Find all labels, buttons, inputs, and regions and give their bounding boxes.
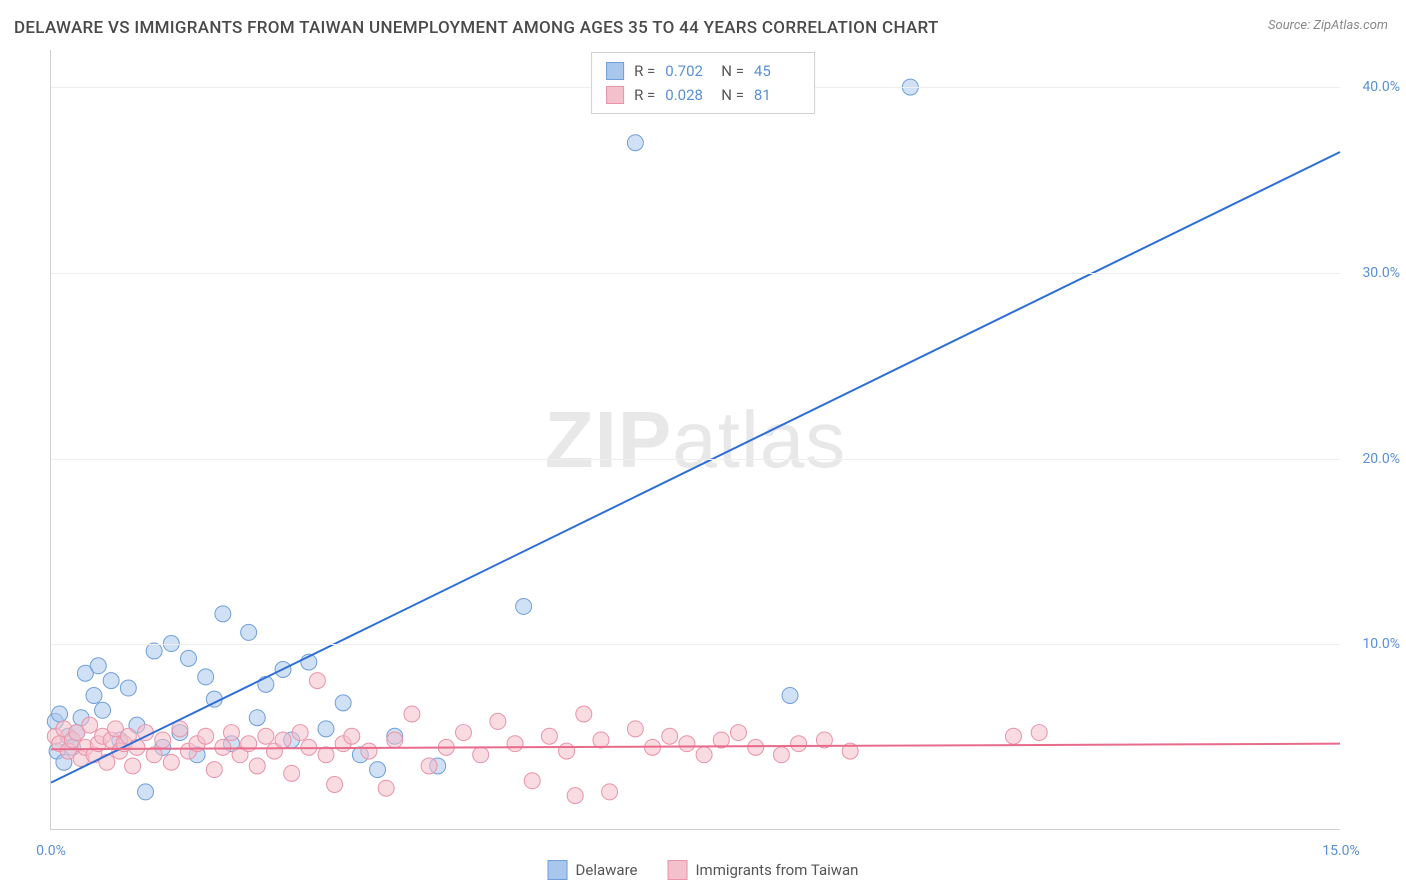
data-point: [567, 788, 583, 804]
data-point: [206, 762, 222, 778]
data-point: [52, 706, 68, 722]
data-point: [198, 669, 214, 685]
data-point: [258, 728, 274, 744]
data-point: [378, 780, 394, 796]
data-point: [198, 728, 214, 744]
data-point: [146, 643, 162, 659]
data-point: [730, 725, 746, 741]
data-point: [335, 695, 351, 711]
data-point: [1031, 725, 1047, 741]
data-point: [292, 725, 308, 741]
n-value: 81: [754, 83, 800, 107]
legend-label: Immigrants from Taiwan: [695, 861, 858, 879]
data-point: [125, 758, 141, 774]
r-value: 0.702: [665, 59, 711, 83]
data-point: [773, 747, 789, 763]
data-point: [748, 739, 764, 755]
data-point: [249, 710, 265, 726]
data-point: [275, 732, 291, 748]
data-point: [309, 673, 325, 689]
n-value: 45: [754, 59, 800, 83]
chart-title: DELAWARE VS IMMIGRANTS FROM TAIWAN UNEMP…: [14, 18, 939, 38]
data-point: [90, 658, 106, 674]
n-label: N =: [721, 59, 744, 83]
trend-line: [51, 152, 1340, 783]
data-point: [455, 725, 471, 741]
data-point: [99, 754, 115, 770]
data-point: [791, 736, 807, 752]
data-point: [541, 728, 557, 744]
data-point: [370, 762, 386, 778]
data-point: [215, 606, 231, 622]
data-point: [318, 721, 334, 737]
plot-area: ZIPatlas 10.0%20.0%30.0%40.0%0.0%15.0%: [50, 50, 1340, 830]
gridline: [51, 273, 1340, 274]
legend-label: Delaware: [576, 861, 638, 879]
data-point: [215, 739, 231, 755]
data-point: [284, 765, 300, 781]
source-attribution: Source: ZipAtlas.com: [1268, 18, 1388, 33]
data-point: [138, 784, 154, 800]
data-point: [86, 687, 102, 703]
data-point: [120, 680, 136, 696]
data-point: [155, 732, 171, 748]
stats-swatch: [606, 86, 624, 104]
data-point: [421, 758, 437, 774]
data-point: [404, 706, 420, 722]
data-point: [82, 717, 98, 733]
data-point: [524, 773, 540, 789]
data-point: [241, 624, 257, 640]
data-point: [662, 728, 678, 744]
r-value: 0.028: [665, 83, 711, 107]
data-point: [223, 725, 239, 741]
data-point: [103, 673, 119, 689]
y-tick-label: 20.0%: [1362, 451, 1400, 467]
data-point: [593, 732, 609, 748]
r-label: R =: [634, 59, 655, 83]
data-point: [180, 650, 196, 666]
data-point: [361, 743, 377, 759]
x-tick-label: 0.0%: [36, 843, 66, 859]
scatter-svg: [51, 50, 1340, 829]
data-point: [507, 736, 523, 752]
gridline: [51, 459, 1340, 460]
legend-swatch: [548, 860, 568, 880]
data-point: [473, 747, 489, 763]
data-point: [490, 713, 506, 729]
stats-swatch: [606, 62, 624, 80]
data-point: [327, 776, 343, 792]
legend-item: Delaware: [548, 860, 638, 880]
data-point: [576, 706, 592, 722]
data-point: [95, 702, 111, 718]
legend-swatch: [667, 860, 687, 880]
legend-item: Immigrants from Taiwan: [667, 860, 858, 880]
x-tick-label: 15.0%: [1322, 843, 1360, 859]
gridline: [51, 644, 1340, 645]
data-point: [1005, 728, 1021, 744]
data-point: [258, 676, 274, 692]
n-label: N =: [721, 83, 744, 107]
y-tick-label: 30.0%: [1362, 265, 1400, 281]
data-point: [318, 747, 334, 763]
stats-row: R = 0.028 N = 81: [606, 83, 800, 107]
data-point: [516, 598, 532, 614]
data-point: [782, 687, 798, 703]
data-point: [559, 743, 575, 759]
data-point: [344, 728, 360, 744]
r-label: R =: [634, 83, 655, 107]
data-point: [602, 784, 618, 800]
data-point: [129, 739, 145, 755]
data-point: [627, 135, 643, 151]
data-point: [696, 747, 712, 763]
data-point: [249, 758, 265, 774]
legend: Delaware Immigrants from Taiwan: [548, 860, 859, 880]
data-point: [627, 721, 643, 737]
y-tick-label: 10.0%: [1362, 636, 1400, 652]
data-point: [387, 732, 403, 748]
correlation-stats-box: R = 0.702 N = 45 R = 0.028 N = 81: [591, 52, 815, 114]
data-point: [679, 736, 695, 752]
stats-row: R = 0.702 N = 45: [606, 59, 800, 83]
y-tick-label: 40.0%: [1362, 79, 1400, 95]
data-point: [163, 754, 179, 770]
